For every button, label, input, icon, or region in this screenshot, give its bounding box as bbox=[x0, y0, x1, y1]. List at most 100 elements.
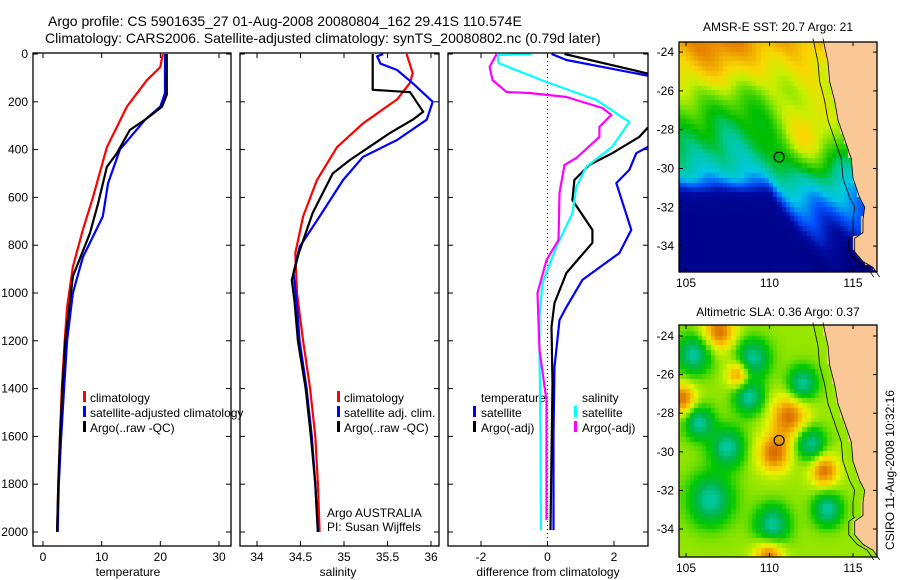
legend-swatch-climatology bbox=[337, 391, 340, 402]
legend-swatch-climatology bbox=[83, 391, 86, 402]
legend-label: satellite-adjusted climatology bbox=[90, 406, 243, 420]
legend-label: Argo(-adj) bbox=[481, 421, 534, 435]
x-tick-label: 0 bbox=[40, 550, 47, 564]
depth-tick-label: 800 bbox=[8, 238, 28, 252]
salinity-frame bbox=[239, 52, 440, 547]
sla-map-title: Altimetric SLA: 0.36 Argo: 0.37 bbox=[696, 305, 860, 319]
legend-swatch-temp-satellite bbox=[473, 406, 476, 417]
profile-location-marker bbox=[773, 434, 785, 447]
legend-label: satellite bbox=[481, 406, 522, 420]
legend-label: climatology bbox=[344, 391, 404, 405]
legend-label: Argo(..raw -QC) bbox=[90, 421, 175, 435]
lat-tick-label: -30 bbox=[657, 161, 675, 175]
temperature-series bbox=[56, 53, 168, 533]
lat-tick-label: -24 bbox=[657, 329, 675, 343]
temperature-frame bbox=[32, 52, 232, 547]
legend-label: satellite adj. clim. bbox=[344, 406, 435, 420]
depth-tick-label: 400 bbox=[8, 143, 28, 157]
csiro-timestamp: CSIRO 11-Aug-2008 10:32:16 bbox=[883, 390, 897, 550]
legend-swatch-argo bbox=[83, 421, 86, 432]
x-tick-label: 0 bbox=[544, 550, 551, 564]
lon-tick-label: 115 bbox=[843, 561, 862, 575]
series-line-satellite-adj-clim- bbox=[292, 53, 434, 533]
lat-tick-label: -32 bbox=[657, 200, 675, 214]
lat-tick-label: -26 bbox=[657, 84, 675, 98]
lat-tick-label: -32 bbox=[657, 483, 675, 497]
figure-title-line1: Argo profile: CS 5901635_27 01-Aug-2008 … bbox=[48, 13, 522, 29]
map-3-overlay: 105 110 115 -24 -26 -28 -30 -32 -34 bbox=[657, 38, 881, 290]
depth-tick-label: 1200 bbox=[1, 334, 28, 348]
x-tick-label: 20 bbox=[154, 550, 168, 564]
coastline bbox=[822, 38, 881, 278]
sst-map-image bbox=[679, 42, 877, 272]
salinity-series bbox=[290, 53, 434, 533]
legend-swatch-satellite bbox=[337, 406, 340, 417]
x-tick-label: 34.5 bbox=[289, 550, 313, 564]
credit-line2: PI: Susan Wijffels bbox=[327, 520, 421, 534]
map-frame bbox=[678, 41, 878, 273]
difference-panel: -2 0 2 bbox=[447, 52, 649, 564]
figure-title-line2: Climatology: CARS2006. Satellite-adjuste… bbox=[45, 30, 601, 46]
depth-tick-label: 600 bbox=[8, 190, 28, 204]
depth-tick-label: 200 bbox=[8, 95, 28, 109]
legend-swatch-temp-argo bbox=[473, 421, 476, 432]
legend-label: climatology bbox=[90, 391, 150, 405]
legend-swatch-satellite bbox=[83, 406, 86, 417]
depth-tick-label: 1400 bbox=[1, 382, 28, 396]
shelf-contour bbox=[812, 38, 875, 278]
lon-tick-label: 115 bbox=[843, 276, 862, 290]
series-line-satellite-adjusted-climatology bbox=[56, 54, 167, 533]
x-tick-label: -2 bbox=[476, 550, 487, 564]
lat-tick-label: -28 bbox=[657, 406, 675, 420]
depth-tick-label: 1600 bbox=[1, 429, 28, 443]
lat-tick-label: -34 bbox=[657, 522, 675, 536]
depth-tick-label: 1800 bbox=[1, 477, 28, 491]
difference-series bbox=[488, 53, 648, 531]
temperature-axis-label: temperature bbox=[96, 565, 161, 579]
lat-tick-label: -28 bbox=[657, 123, 675, 137]
lon-tick-label: 105 bbox=[676, 561, 696, 575]
lon-tick-label: 105 bbox=[676, 276, 696, 290]
legend-label: Argo(-adj) bbox=[582, 421, 635, 435]
coastline bbox=[822, 322, 881, 561]
difference-legend: temperature satellite Argo(-adj) salinit… bbox=[473, 391, 635, 435]
sst-map-title: AMSR-E SST: 20.7 Argo: 21 bbox=[703, 20, 853, 34]
salinity-panel: 34 34.5 35 35.5 36 bbox=[239, 52, 440, 564]
map-4-overlay: 105 110 115 -24 -26 -28 -30 -32 -34 bbox=[657, 322, 881, 575]
sla-map-image bbox=[679, 325, 877, 557]
series-line-argo-raw-qc- bbox=[290, 54, 425, 533]
legend-swatch-sal-satellite bbox=[574, 406, 577, 417]
lon-tick-label: 110 bbox=[760, 561, 779, 575]
legend-swatch-sal-argo bbox=[574, 421, 577, 432]
salinity-axis-label: salinity bbox=[320, 565, 357, 579]
series-line-salinity-satellite bbox=[496, 53, 631, 531]
x-tick-label: 36 bbox=[424, 550, 438, 564]
x-tick-label: 35.5 bbox=[376, 550, 400, 564]
x-tick-label: 30 bbox=[212, 550, 226, 564]
shelf-contour bbox=[812, 322, 875, 561]
depth-tick-label: 1000 bbox=[1, 286, 28, 300]
difference-axis-label: difference from climatology bbox=[476, 565, 619, 579]
lat-tick-label: -24 bbox=[657, 45, 675, 59]
lat-tick-label: -30 bbox=[657, 445, 675, 459]
temperature-panel: 0 10 20 30 bbox=[32, 52, 232, 564]
series-line-temperature-satellite bbox=[551, 53, 648, 531]
legend-header-temperature: temperature bbox=[481, 391, 546, 405]
x-tick-label: 10 bbox=[95, 550, 109, 564]
legend-label: satellite bbox=[582, 406, 623, 420]
difference-frame bbox=[447, 52, 649, 547]
x-tick-label: 35 bbox=[337, 550, 351, 564]
series-line-temperature-argo-adj- bbox=[549, 53, 648, 531]
lat-tick-label: -26 bbox=[657, 368, 675, 382]
depth-tick-label: 2000 bbox=[1, 525, 28, 539]
series-line-argo-raw-qc- bbox=[56, 54, 168, 533]
series-line-salinity-argo-adj- bbox=[488, 53, 613, 520]
salinity-legend: climatology satellite adj. clim. Argo(..… bbox=[337, 391, 435, 435]
series-line-climatology bbox=[294, 53, 414, 533]
credit-line1: Argo AUSTRALIA bbox=[327, 506, 422, 520]
lon-tick-label: 110 bbox=[760, 276, 779, 290]
map-frame bbox=[678, 324, 878, 558]
depth-tick-label: 0 bbox=[21, 47, 28, 61]
